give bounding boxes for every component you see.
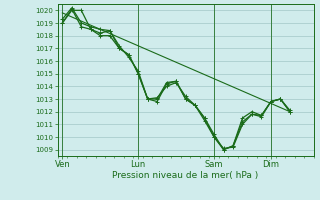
X-axis label: Pression niveau de la mer( hPa ): Pression niveau de la mer( hPa ): [112, 171, 259, 180]
